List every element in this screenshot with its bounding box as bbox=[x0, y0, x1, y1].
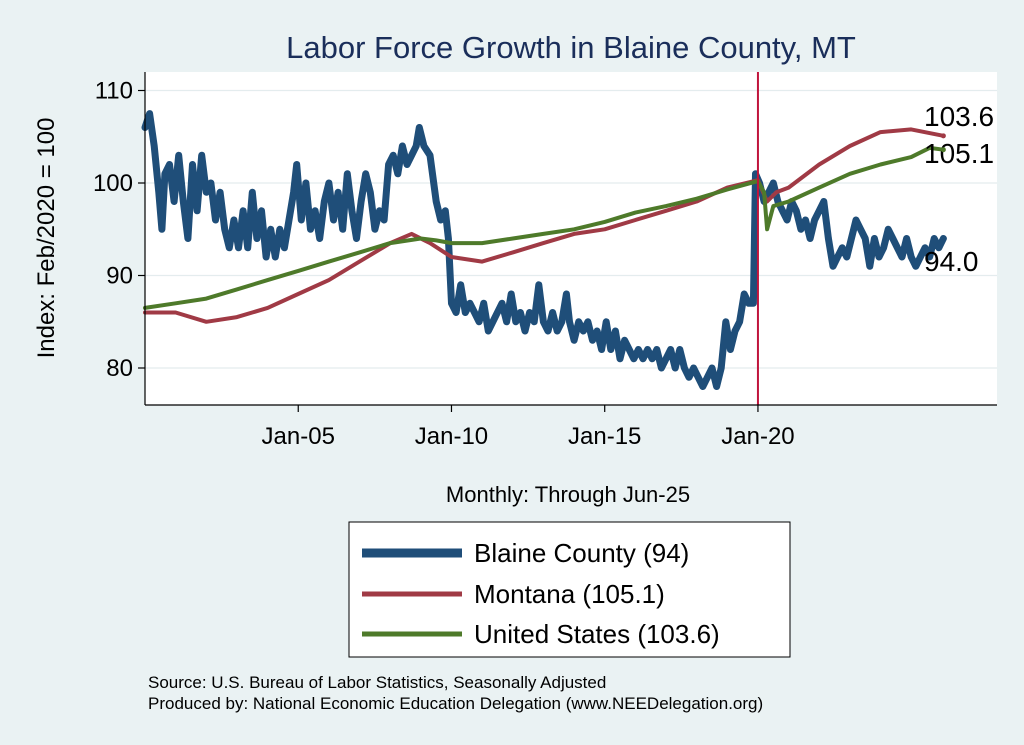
source-note: Source: U.S. Bureau of Labor Statistics,… bbox=[148, 673, 606, 692]
y-axis-label: Index: Feb/2020 = 100 bbox=[33, 118, 60, 359]
series-line-2 bbox=[143, 127, 946, 324]
series-lines bbox=[141, 72, 947, 405]
y-tick-label: 100 bbox=[93, 170, 133, 197]
x-tick-label: Jan-10 bbox=[415, 423, 488, 450]
legend: Blaine County (94) Montana (105.1) United … bbox=[348, 521, 791, 658]
legend-label: Montana (105.1) bbox=[474, 579, 665, 609]
series-line-1 bbox=[141, 110, 947, 390]
x-tick-label: Jan-15 bbox=[568, 423, 641, 450]
end-label-3: 103.6 bbox=[924, 101, 994, 132]
series-end-marker bbox=[940, 236, 946, 241]
y-tick-label: 110 bbox=[95, 78, 133, 105]
producer-note: Produced by: National Economic Education… bbox=[148, 694, 763, 713]
y-tick-label: 90 bbox=[106, 263, 133, 290]
grid bbox=[145, 89, 997, 369]
x-axis-label: Monthly: Through Jun-25 bbox=[446, 482, 690, 507]
y-tick-label: 80 bbox=[106, 355, 133, 382]
x-tick-label: Jan-20 bbox=[721, 423, 794, 450]
series-line-3 bbox=[143, 145, 946, 310]
chart-title: Labor Force Growth in Blaine County, MT bbox=[286, 30, 856, 65]
series-end-marker bbox=[940, 133, 946, 139]
legend-label: Blaine County (94) bbox=[474, 538, 689, 568]
end-labels: 94.0 105.1 103.6 bbox=[924, 101, 994, 277]
y-ticks: 80 90 100 110 bbox=[93, 78, 145, 382]
legend-label: United States (103.6) bbox=[474, 619, 720, 649]
end-label-2: 105.1 bbox=[924, 138, 994, 169]
x-tick-label: Jan-05 bbox=[262, 423, 335, 450]
series-end-marker bbox=[940, 147, 946, 153]
end-label-1: 94.0 bbox=[924, 246, 979, 277]
x-ticks: Jan-05 Jan-10 Jan-15 Jan-20 bbox=[262, 405, 795, 450]
